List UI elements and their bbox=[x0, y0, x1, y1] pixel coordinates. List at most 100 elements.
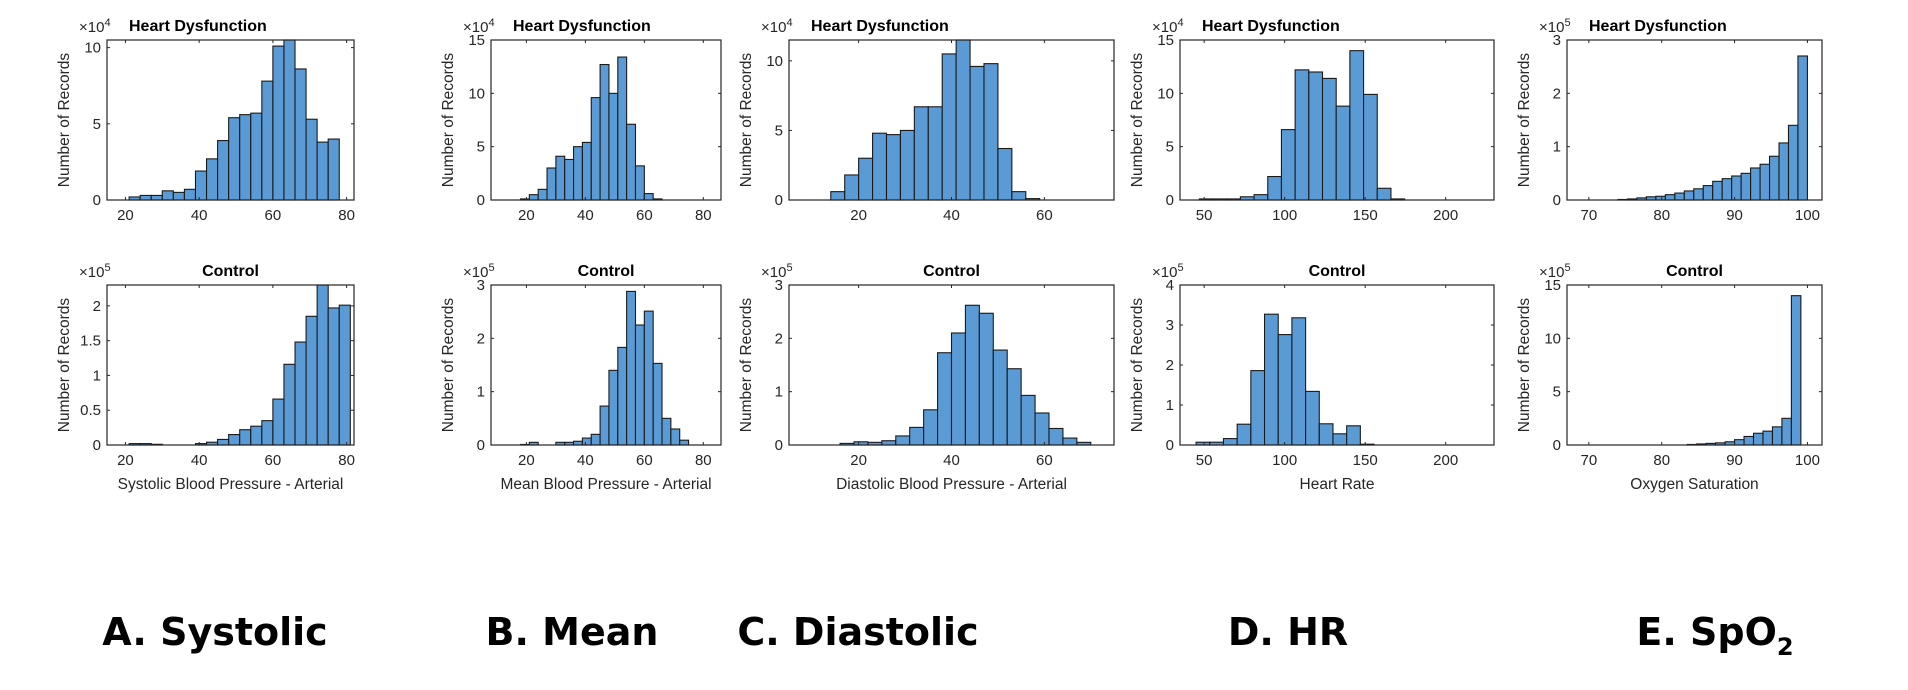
y-tick-label: 0 bbox=[477, 192, 485, 209]
histogram-bar bbox=[1250, 370, 1266, 446]
histogram-bar bbox=[327, 307, 340, 446]
y-tick-label: 1.5 bbox=[80, 333, 101, 350]
x-tick-label: 60 bbox=[1036, 452, 1053, 469]
histogram-bar bbox=[844, 174, 860, 201]
y-axis-label: Number of Records bbox=[440, 53, 457, 188]
x-tick-label: 20 bbox=[850, 207, 867, 224]
histogram-bar bbox=[1335, 105, 1351, 201]
histogram-bar bbox=[1253, 194, 1269, 201]
histogram-bar bbox=[283, 39, 296, 201]
histogram-panel: 70 80 90 100 0 1 2 3×105 Heart Dysfunction Number… bbox=[1516, 17, 1823, 224]
histogram-bar bbox=[652, 362, 663, 446]
x-tick-label: 60 bbox=[265, 452, 282, 469]
x-tick-label: 60 bbox=[636, 452, 653, 469]
histogram-bar bbox=[1349, 50, 1365, 201]
x-tick-label: 20 bbox=[117, 452, 134, 469]
histogram-bar bbox=[1787, 124, 1799, 201]
histogram-bar bbox=[581, 437, 592, 446]
histogram-bar bbox=[272, 45, 285, 201]
histogram-bar bbox=[955, 39, 971, 201]
histogram-bar bbox=[923, 409, 939, 446]
y-tick-label: 1 bbox=[775, 384, 783, 401]
histogram-bar bbox=[573, 146, 583, 201]
x-tick-label: 80 bbox=[695, 207, 712, 224]
histogram-bar bbox=[858, 157, 874, 201]
histogram-bar bbox=[983, 63, 999, 201]
chart-title: Control bbox=[923, 263, 980, 280]
y-tick-label: 0.5 bbox=[80, 402, 101, 419]
histogram-bar bbox=[581, 141, 592, 201]
chart-title: Heart Dysfunction bbox=[513, 18, 651, 35]
axes-box bbox=[1566, 284, 1823, 446]
histogram-bar bbox=[217, 438, 230, 446]
histogram-bar bbox=[1731, 175, 1742, 201]
x-axis-label: Heart Rate bbox=[1300, 476, 1375, 493]
y-tick-label: 3 bbox=[1166, 317, 1174, 334]
y-exponent-label: ×105 bbox=[1539, 17, 1571, 36]
x-tick-label: 50 bbox=[1196, 207, 1213, 224]
y-exponent-label: ×105 bbox=[1152, 262, 1184, 281]
plot-area bbox=[1180, 285, 1494, 445]
histogram-bar bbox=[239, 429, 252, 446]
y-tick-label: 5 bbox=[775, 122, 783, 139]
y-axis-label: Number of Records bbox=[1129, 53, 1146, 188]
x-tick-label: 80 bbox=[695, 452, 712, 469]
histogram-bar bbox=[1062, 437, 1078, 446]
histogram-bar bbox=[895, 435, 911, 446]
y-tick-label: 0 bbox=[93, 437, 101, 454]
histogram-bar bbox=[599, 63, 610, 201]
histogram-bar bbox=[546, 167, 557, 201]
x-tick-label: 80 bbox=[1653, 207, 1670, 224]
y-tick-label: 3 bbox=[477, 277, 485, 294]
x-tick-label: 100 bbox=[1272, 207, 1297, 224]
histogram-bar bbox=[679, 439, 690, 446]
y-exponent-label: ×105 bbox=[463, 262, 495, 281]
histogram-bar bbox=[634, 324, 645, 446]
histogram-bar bbox=[872, 132, 888, 201]
histogram-bar bbox=[1683, 190, 1695, 201]
histogram-bar bbox=[1781, 417, 1792, 446]
y-exponent-label: ×104 bbox=[463, 17, 495, 36]
x-tick-label: 200 bbox=[1433, 452, 1458, 469]
histogram-bar bbox=[1346, 425, 1361, 446]
histogram-bar bbox=[1664, 194, 1676, 201]
histogram-bar bbox=[978, 312, 994, 446]
histogram-bar bbox=[1280, 129, 1296, 201]
histogram-bar bbox=[1294, 69, 1310, 201]
axes-box bbox=[490, 284, 722, 446]
x-tick-label: 40 bbox=[577, 452, 594, 469]
panel-caption: D. HR bbox=[1228, 610, 1348, 654]
x-tick-label: 60 bbox=[265, 207, 282, 224]
chart-title: Heart Dysfunction bbox=[129, 18, 267, 35]
histogram-bar bbox=[634, 165, 645, 201]
histogram-panel: 20 40 60 80 0 0.5 1 1.5 2 ×105 Control Number of Re… bbox=[56, 262, 355, 493]
histogram-bar bbox=[899, 129, 915, 201]
histogram-bar bbox=[1006, 368, 1022, 446]
histogram-bar bbox=[305, 315, 318, 446]
axes-box bbox=[490, 39, 722, 201]
histogram-bar bbox=[1743, 435, 1755, 446]
axes-box bbox=[106, 39, 355, 201]
histogram-bar bbox=[250, 112, 263, 201]
x-tick-label: 90 bbox=[1726, 452, 1743, 469]
histogram-bar bbox=[1790, 295, 1802, 446]
histogram-bar bbox=[1267, 175, 1282, 201]
x-tick-label: 100 bbox=[1795, 207, 1820, 224]
panel-caption: A. Systolic bbox=[102, 610, 327, 654]
axes-box bbox=[1179, 39, 1495, 201]
histogram-bar bbox=[1011, 191, 1027, 201]
histogram-bar bbox=[590, 433, 601, 446]
histogram-bar bbox=[217, 140, 230, 201]
y-exponent-label: ×104 bbox=[79, 17, 111, 36]
chart-title: Control bbox=[1309, 263, 1366, 280]
histogram-bar bbox=[909, 426, 925, 446]
histogram-panel: 50 100 150 200 0 5 10 15×104 Heart Dysfunction Nu… bbox=[1129, 17, 1495, 224]
x-axis-label: Mean Blood Pressure - Arterial bbox=[500, 476, 711, 493]
histogram-bar bbox=[964, 304, 980, 446]
histogram-bar bbox=[555, 155, 566, 201]
y-tick-label: 10 bbox=[766, 53, 783, 70]
y-tick-label: 3 bbox=[775, 277, 783, 294]
x-tick-label: 200 bbox=[1433, 207, 1458, 224]
histogram-bar bbox=[172, 191, 185, 201]
x-tick-label: 150 bbox=[1353, 207, 1378, 224]
